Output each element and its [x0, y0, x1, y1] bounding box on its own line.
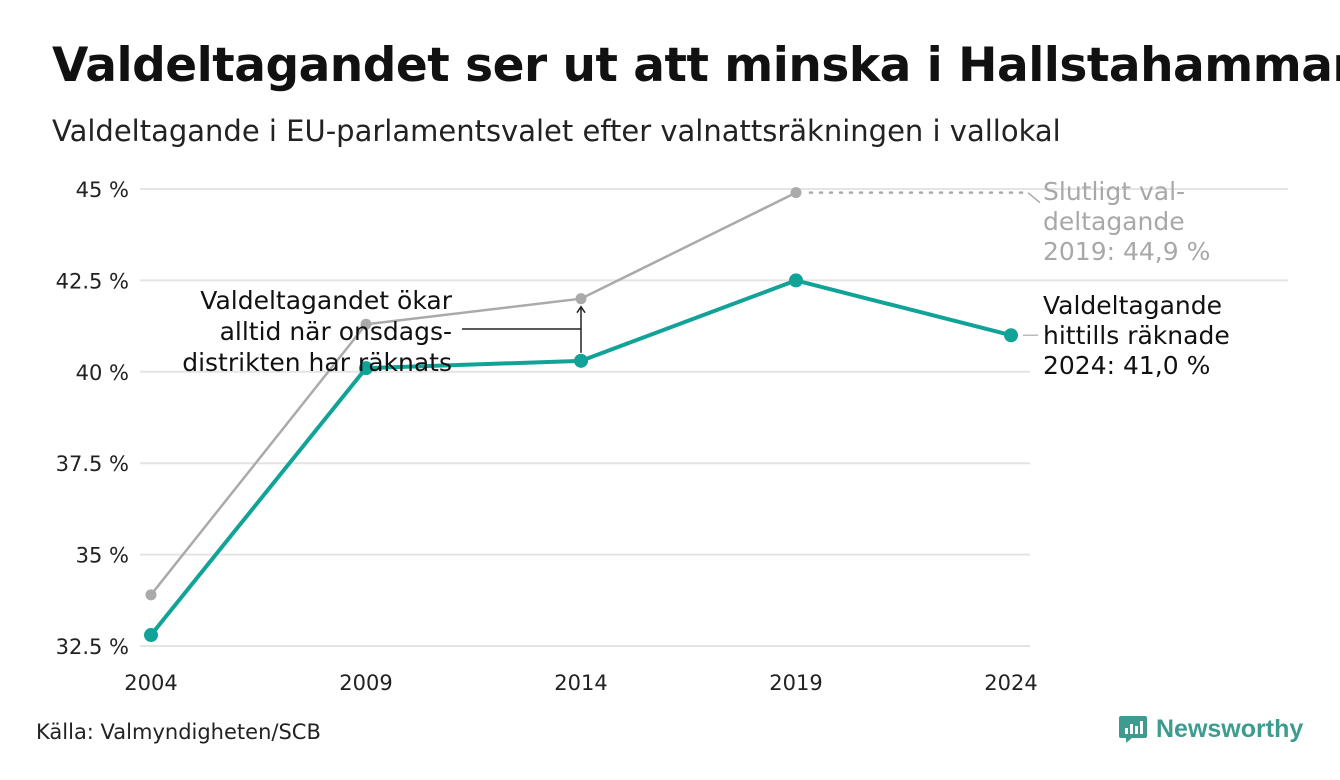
final-label-text: Slutligt val-: [1043, 177, 1185, 206]
counted-label-text: Valdeltagande: [1043, 291, 1222, 320]
data-point-final: [360, 318, 372, 330]
counted-label-text: 2024: 41,0 %: [1043, 351, 1210, 380]
final-label-leader: [1027, 192, 1041, 204]
increase-note-text: alltid när onsdags-: [220, 317, 452, 346]
y-tick-label: 35 %: [76, 544, 129, 568]
x-axis-ticks: 2004 2009 2014 2019 2024: [124, 671, 1037, 695]
data-point-final: [575, 293, 587, 305]
y-tick-label: 32.5 %: [56, 635, 129, 659]
data-point-final: [790, 187, 802, 199]
data-point-final: [145, 589, 157, 601]
final-label-text: deltagande: [1043, 207, 1185, 236]
series-lines: [144, 187, 1018, 643]
data-point-counted: [359, 361, 373, 376]
x-tick-label: 2024: [984, 671, 1037, 695]
final-label-text: 2019: 44,9 %: [1043, 237, 1210, 266]
x-tick-label: 2009: [339, 671, 392, 695]
data-point-counted: [574, 353, 588, 368]
brand-name: Newsworthy: [1156, 714, 1304, 743]
y-tick-label: 40 %: [76, 361, 129, 385]
y-tick-label: 37.5 %: [56, 452, 129, 476]
y-tick-label: 45 %: [76, 178, 129, 202]
data-point-counted: [144, 628, 158, 643]
grid-lines: [140, 188, 1288, 647]
chart-subtitle: Valdeltagande i EU-parlamentsvalet efter…: [52, 114, 1061, 148]
increase-note-text: distrikten har räknats: [182, 348, 452, 377]
data-point-counted: [789, 273, 803, 288]
y-axis-ticks: 45 % 42.5 % 40 % 37.5 % 35 % 32.5 %: [56, 178, 129, 659]
increase-arrowhead: [576, 305, 586, 314]
y-tick-label: 42.5 %: [56, 269, 129, 293]
x-tick-label: 2004: [124, 671, 177, 695]
x-tick-label: 2014: [554, 671, 607, 695]
source-note: Källa: Valmyndigheten/SCB: [36, 720, 321, 744]
data-point-counted: [1004, 328, 1018, 343]
chart-title: Valdeltagandet ser ut att minska i Halls…: [52, 38, 1340, 93]
series-line-final: [149, 191, 798, 597]
x-tick-label: 2019: [769, 671, 822, 695]
newsworthy-logo-icon: [1119, 716, 1147, 743]
counted-label-text: hittills räknade: [1043, 321, 1230, 350]
brand-logo: Newsworthy: [1118, 714, 1303, 744]
increase-note-text: Valdeltagandet ökar: [200, 286, 452, 315]
line-chart: 45 %42.5 %40 %37.5 %35 %32.5 % 2004 2009 2…: [56, 177, 1288, 695]
